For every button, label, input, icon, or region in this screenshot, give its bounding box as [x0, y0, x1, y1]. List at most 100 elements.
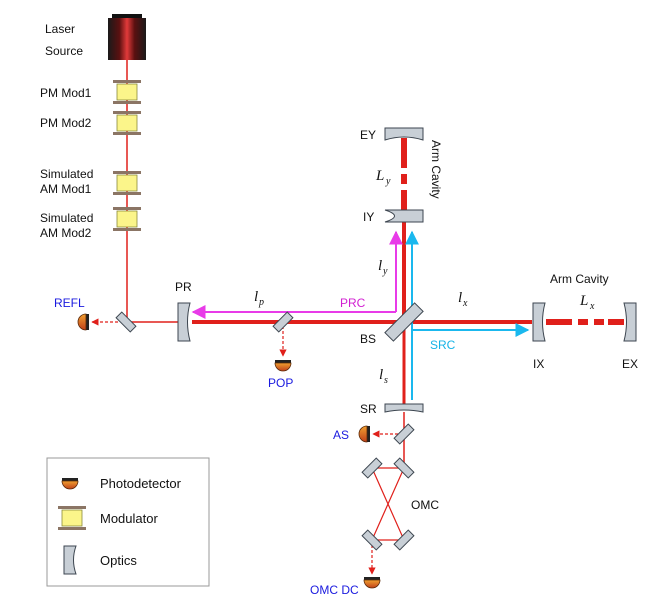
iy-label: IY: [363, 210, 374, 224]
legend-modulator-label: Modulator: [100, 511, 158, 526]
ix-label: IX: [533, 357, 544, 371]
length-Ly-sub: y: [385, 176, 391, 187]
modulator-bar: [113, 111, 141, 114]
laser-source-cap: [112, 14, 142, 19]
refl-photodetector: [77, 313, 89, 331]
laser-source-label-2: Source: [45, 44, 83, 58]
legend: Photodetector Modulator Optics: [46, 457, 210, 587]
omc-dc-label: OMC DC: [310, 583, 359, 597]
arm-cavity-y-label: Arm Cavity: [429, 140, 443, 199]
modulator-bar: [113, 192, 141, 195]
modulator-crystal: [116, 174, 138, 192]
modulator-pm2: PM Mod2: [40, 111, 141, 135]
modulator-pm1: PM Mod1: [40, 80, 141, 104]
modulator-am2: Simulated AM Mod2: [40, 207, 141, 240]
optics: [115, 127, 637, 551]
length-lp-sub: p: [258, 297, 264, 308]
detector-dome: [274, 362, 292, 372]
am-mod1-label-2: AM Mod1: [40, 182, 92, 196]
length-ly-base: l: [378, 258, 382, 274]
sr-label: SR: [360, 402, 377, 416]
pr-label: PR: [175, 280, 192, 294]
src-label: SRC: [430, 338, 456, 352]
iy-optic: [384, 209, 424, 223]
detector-face: [275, 360, 291, 363]
length-ls-sub: s: [384, 375, 388, 386]
omc-mirror-br: [393, 529, 415, 551]
detector-dome: [363, 579, 381, 589]
prc-indicator: [191, 230, 403, 319]
sr-optic: [384, 403, 424, 413]
length-ly: l y: [378, 258, 388, 277]
length-ly-sub: y: [382, 266, 388, 277]
length-Lx-sub: x: [589, 301, 595, 312]
modulator-crystal: [116, 83, 138, 101]
modulator-bar: [113, 80, 141, 83]
am-mod2-label-1: Simulated: [40, 211, 93, 225]
length-ls: l s: [379, 367, 388, 386]
legend-modulator-icon: [58, 506, 86, 530]
legend-photodetector-icon: [61, 478, 79, 490]
as-label: AS: [333, 428, 349, 442]
omc-dc-photodetector: [363, 577, 381, 589]
ex-optic: [623, 302, 637, 342]
length-Ly: L y: [375, 168, 391, 187]
as-photodetector: [358, 425, 370, 443]
modulator-bar: [113, 228, 141, 231]
as-pickoff-optic: [393, 423, 415, 445]
pm-mod1-label: PM Mod1: [40, 86, 92, 100]
laser-source: Laser Source: [45, 14, 146, 60]
modulator-bar: [113, 132, 141, 135]
length-Lx: L x: [579, 293, 595, 312]
pm-mod2-label: PM Mod2: [40, 116, 92, 130]
detector-face: [367, 426, 370, 442]
legend-optics-icon: [63, 545, 77, 575]
omc-mirror-bl: [361, 529, 383, 551]
ex-label: EX: [622, 357, 638, 371]
length-lx: l x: [458, 290, 468, 309]
laser-source-label-1: Laser: [45, 22, 75, 36]
src-indicator: [405, 230, 530, 400]
modulator-crystal: [116, 210, 138, 228]
length-lp-base: l: [254, 289, 258, 305]
arm-cavity-x-label: Arm Cavity: [550, 272, 609, 286]
omc-label: OMC: [411, 498, 439, 512]
modulator-am1: Simulated AM Mod1: [40, 167, 141, 196]
laser-beams: [91, 60, 624, 575]
length-Ly-base: L: [375, 168, 384, 184]
modulator-bar: [113, 101, 141, 104]
length-ls-base: l: [379, 367, 383, 383]
photodetectors: [77, 313, 381, 589]
length-lx-base: l: [458, 290, 462, 306]
refl-label: REFL: [54, 296, 85, 310]
detector-face: [364, 577, 380, 580]
pop-label: POP: [268, 376, 293, 390]
labels: EY IY PR BS SR IX EX OMC REFL POP AS OMC…: [54, 128, 638, 597]
modulator-bar: [113, 171, 141, 174]
length-lp: l p: [254, 289, 264, 308]
pr-optic: [177, 302, 191, 342]
laser-source-body: [108, 18, 146, 60]
detector-dome: [77, 313, 87, 331]
beam-omc-bowtie: [371, 467, 405, 541]
omc-mirror-tl: [361, 457, 383, 479]
bs-optic: [384, 302, 424, 342]
legend-photodetector-label: Photodetector: [100, 476, 182, 491]
am-mod1-label-1: Simulated: [40, 167, 93, 181]
ey-optic: [384, 127, 424, 141]
detector-face: [86, 314, 89, 330]
omc-mirror-tr: [393, 457, 415, 479]
length-lx-sub: x: [462, 298, 468, 309]
modulator-bar: [113, 207, 141, 210]
pop-pickoff-optic: [272, 311, 294, 333]
am-mod2-label-2: AM Mod2: [40, 226, 92, 240]
modulator-crystal: [116, 114, 138, 132]
ey-label: EY: [360, 128, 376, 142]
ix-optic: [532, 302, 546, 342]
length-Lx-base: L: [579, 293, 588, 309]
legend-optics-label: Optics: [100, 553, 137, 568]
pop-photodetector: [274, 360, 292, 372]
prc-label: PRC: [340, 296, 366, 310]
bs-label: BS: [360, 332, 376, 346]
